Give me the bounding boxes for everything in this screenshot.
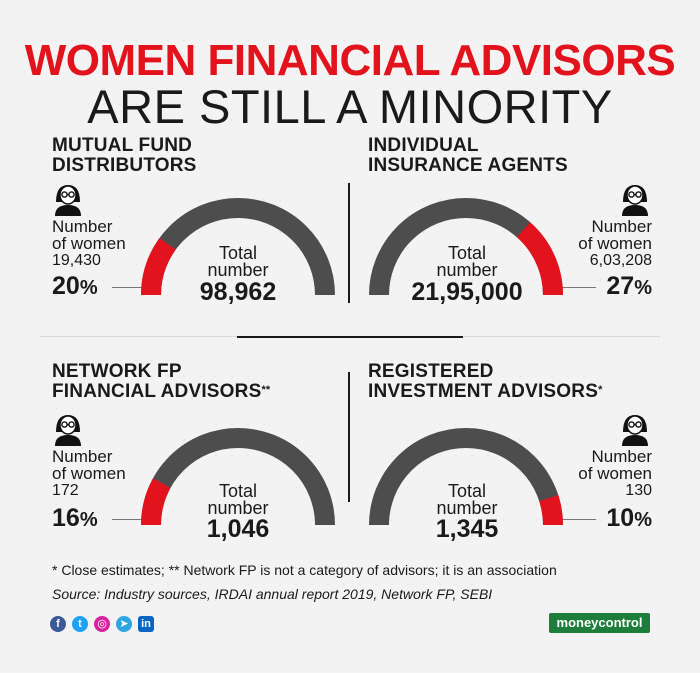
total-label: Total number xyxy=(407,243,527,280)
women-label-line2: of women xyxy=(52,464,126,483)
women-label-line1: Number xyxy=(591,217,652,236)
woman-avatar-icon xyxy=(55,415,81,446)
women-label: Number of women xyxy=(562,448,652,482)
total-label-line2: number xyxy=(436,498,498,518)
percent-leader-line xyxy=(560,287,596,288)
women-percent-value: 20 xyxy=(52,272,80,300)
gauge-chart xyxy=(369,428,563,526)
panel-title: MUTUAL FUND DISTRIBUTORS xyxy=(52,136,197,176)
total-label: Total number xyxy=(178,481,298,518)
gauge-women-share-segment xyxy=(516,222,563,296)
headline-line-2: ARE STILL A MINORITY xyxy=(87,80,613,133)
total-label: Total number xyxy=(178,243,298,280)
gauge-women-share-segment xyxy=(141,478,171,526)
panel-title-footnote-mark: * xyxy=(598,384,603,396)
instagram-icon[interactable]: ◎ xyxy=(94,616,110,632)
total-label-line1: Total xyxy=(218,481,258,501)
percent-leader-line xyxy=(560,519,596,520)
percent-sign: % xyxy=(79,277,98,299)
woman-avatar-icon xyxy=(55,185,81,216)
panel-title: INDIVIDUAL INSURANCE AGENTS xyxy=(368,136,568,176)
panel-individual-insurance-agents: INDIVIDUAL INSURANCE AGENTS Number of wo… xyxy=(350,136,700,346)
woman-avatar-icon xyxy=(622,415,648,446)
gauge-chart xyxy=(141,428,335,526)
women-label-line1: Number xyxy=(591,447,652,466)
gauge-chart xyxy=(141,198,335,296)
panel-title-line2: FINANCIAL ADVISORS xyxy=(52,381,262,402)
total-value: 1,046 xyxy=(206,515,270,543)
gauge-chart xyxy=(369,198,563,296)
twitter-icon[interactable]: t xyxy=(72,616,88,632)
panel-title-line2: INSURANCE AGENTS xyxy=(368,155,568,176)
gauge-track xyxy=(369,428,563,526)
percent-leader-line xyxy=(112,519,144,520)
gauge-women-share-segment xyxy=(539,495,563,526)
women-label-line1: Number xyxy=(52,217,113,236)
women-percent: 27% xyxy=(602,273,652,301)
total-label-line1: Total xyxy=(447,243,487,263)
vertical-divider-top xyxy=(348,183,350,303)
woman-avatar-icon xyxy=(622,185,648,216)
panel-network-fp-financial-advisors: NETWORK FP FINANCIAL ADVISORS** Number o… xyxy=(0,362,350,572)
headline-line-1: WOMEN FINANCIAL ADVISORS xyxy=(24,36,676,85)
vertical-divider-bottom xyxy=(348,372,350,502)
panel-title: NETWORK FP FINANCIAL ADVISORS** xyxy=(52,362,270,402)
total-label: Total number xyxy=(407,481,527,518)
total-label-line1: Total xyxy=(447,481,487,501)
percent-sign: % xyxy=(634,509,652,531)
source-note: Source: Industry sources, IRDAI annual r… xyxy=(52,586,493,602)
women-count: 6,03,208 xyxy=(589,252,652,269)
panel-title-line1: INDIVIDUAL xyxy=(368,135,479,156)
moneycontrol-logo[interactable]: moneycontrol xyxy=(549,613,650,633)
women-label: Number of women xyxy=(562,218,652,252)
panel-title-footnote-mark: ** xyxy=(261,384,271,396)
panel-registered-investment-advisors: REGISTERED INVESTMENT ADVISORS* Number o… xyxy=(350,362,700,572)
telegram-icon[interactable]: ➤ xyxy=(116,616,132,632)
women-label-line2: of women xyxy=(578,464,652,483)
percent-sign: % xyxy=(634,277,652,299)
footnote: * Close estimates; ** Network FP is not … xyxy=(52,562,557,578)
panel-title-line1: NETWORK FP xyxy=(52,361,182,382)
women-percent: 20% xyxy=(52,273,98,301)
women-label-line2: of women xyxy=(52,234,126,253)
women-percent: 16% xyxy=(52,505,98,533)
gauge-women-share-segment xyxy=(141,237,176,296)
panel-mutual-fund-distributors: MUTUAL FUND DISTRIBUTORS Number of women… xyxy=(0,136,350,346)
total-value: 1,345 xyxy=(435,515,499,543)
women-label: Number of women xyxy=(52,218,142,252)
total-label-line2: number xyxy=(207,260,269,280)
panel-title-line2: INVESTMENT ADVISORS xyxy=(368,381,599,402)
panel-title-line1: MUTUAL FUND xyxy=(52,135,193,156)
horizontal-divider-center xyxy=(237,336,463,338)
total-label-line2: number xyxy=(436,260,498,280)
panel-title: REGISTERED INVESTMENT ADVISORS* xyxy=(368,362,603,402)
women-label-line1: Number xyxy=(52,447,113,466)
total-value: 21,95,000 xyxy=(411,278,523,306)
facebook-icon[interactable]: f xyxy=(50,616,66,632)
panel-title-line1: REGISTERED xyxy=(368,361,494,382)
women-label: Number of women xyxy=(52,448,142,482)
women-count: 19,430 xyxy=(52,252,101,269)
total-label-line2: number xyxy=(207,498,269,518)
women-label-line2: of women xyxy=(578,234,652,253)
total-value: 98,962 xyxy=(199,278,277,306)
women-percent-value: 27 xyxy=(606,272,635,300)
women-count: 172 xyxy=(52,482,79,499)
women-count: 130 xyxy=(625,482,652,499)
women-percent: 10% xyxy=(602,505,652,533)
percent-leader-line xyxy=(112,287,144,288)
panel-title-line2: DISTRIBUTORS xyxy=(52,155,197,176)
total-label-line1: Total xyxy=(218,243,258,263)
women-percent-value: 16 xyxy=(52,504,80,532)
women-percent-value: 10 xyxy=(606,504,635,532)
linkedin-icon[interactable]: in xyxy=(138,616,154,632)
percent-sign: % xyxy=(79,509,98,531)
